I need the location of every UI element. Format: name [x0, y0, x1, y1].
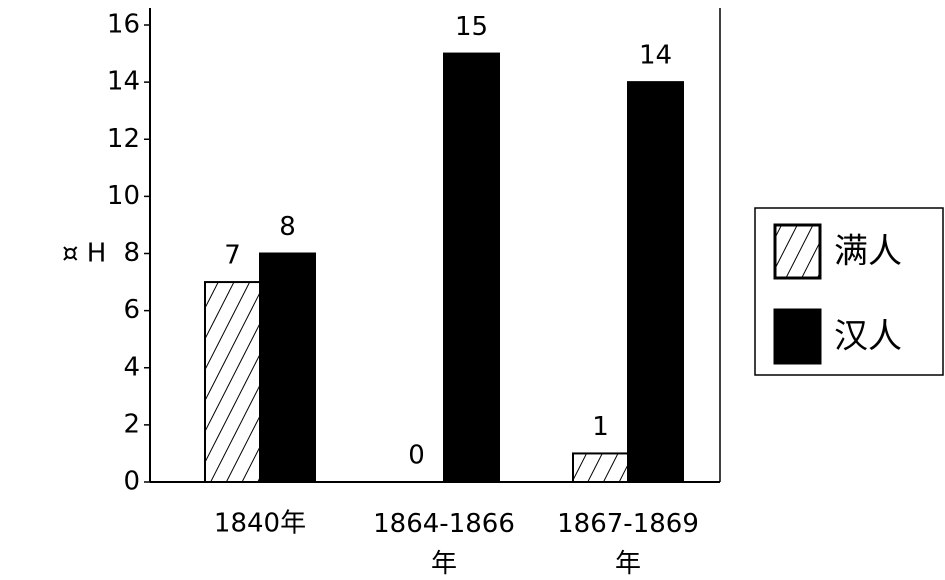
value-label: 7: [224, 241, 241, 271]
legend-swatch: [773, 308, 822, 365]
bar: [627, 81, 684, 483]
y-tick-label: 8: [123, 238, 140, 268]
value-label: 8: [279, 212, 296, 242]
bar: [259, 252, 316, 483]
value-label: 15: [455, 12, 488, 42]
y-tick-label: 14: [107, 67, 140, 97]
y-tick-label: 12: [107, 124, 140, 154]
y-tick-label: 4: [123, 352, 140, 382]
value-label: 14: [639, 41, 672, 71]
value-label: 0: [408, 441, 425, 471]
y-axis-label: ¤ H: [62, 239, 106, 269]
bar: [572, 452, 629, 483]
x-tick-label: 1864-1866 年: [373, 509, 515, 579]
legend-label: 汉人: [834, 317, 902, 357]
legend-label: 满人: [834, 232, 902, 272]
y-tick-label: 6: [123, 295, 140, 325]
bar: [443, 52, 500, 483]
legend-swatch: [773, 223, 822, 280]
x-tick-label: 1840年: [214, 509, 306, 539]
value-label: 1: [592, 412, 609, 442]
y-tick-label: 10: [107, 181, 140, 211]
x-tick-label: 1867-1869 年: [557, 509, 699, 579]
y-tick-label: 16: [107, 10, 140, 40]
y-tick-label: 0: [123, 467, 140, 497]
bar: [204, 281, 261, 483]
y-tick-label: 2: [123, 409, 140, 439]
